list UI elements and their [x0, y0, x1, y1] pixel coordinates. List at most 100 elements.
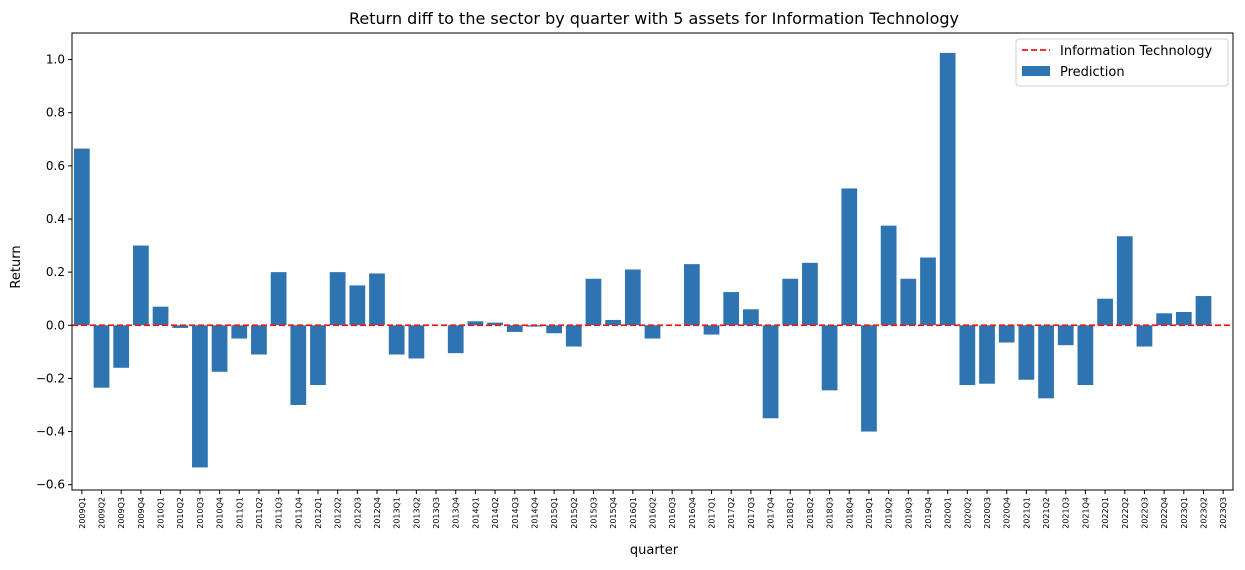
x-tick-label: 2013Q4: [452, 497, 461, 529]
bar-2021Q3: [1057, 325, 1074, 346]
bar-2019Q4: [920, 257, 936, 326]
bar-2017Q4: [762, 325, 779, 419]
bar-2015Q4: [605, 319, 622, 326]
bar-2018Q4: [841, 188, 858, 326]
y-tick-label: −0.4: [36, 425, 65, 439]
x-tick-label: 2009Q1: [78, 497, 87, 529]
bar-2021Q4: [1077, 325, 1094, 386]
x-tick-label: 2020Q2: [963, 497, 972, 529]
legend-reference-label: Information Technology: [1060, 44, 1213, 59]
x-tick-label: 2016Q1: [629, 497, 638, 529]
x-tick-label: 2011Q1: [235, 497, 244, 529]
bar-2018Q2: [802, 262, 818, 326]
y-ticks: −0.6 −0.4 −0.2 0.0 0.2 0.4 0.6 0.8 1.0: [36, 53, 72, 492]
x-tick-label: 2021Q4: [1081, 497, 1090, 529]
bar-2014Q2: [487, 322, 503, 326]
x-tick-label: 2010Q2: [176, 497, 185, 529]
x-tick-label: 2018Q3: [826, 497, 835, 529]
y-tick-label: 0.2: [46, 265, 65, 279]
bar-2022Q1: [1097, 298, 1113, 326]
bar-2023Q2: [1195, 296, 1212, 326]
bar-2009Q4: [133, 245, 149, 326]
x-tick-label: 2012Q3: [353, 497, 362, 529]
bar-2021Q1: [1018, 325, 1035, 380]
bar-2013Q1: [388, 325, 405, 355]
x-tick-label: 2015Q4: [609, 497, 618, 529]
x-tick-label: 2022Q4: [1160, 497, 1169, 529]
bar-2020Q4: [998, 325, 1015, 343]
bar-2016Q1: [624, 269, 641, 326]
bar-2015Q1: [546, 325, 562, 334]
x-tick-label: 2016Q3: [668, 497, 677, 529]
bar-2010Q1: [152, 306, 169, 326]
x-tick-label: 2018Q4: [845, 497, 854, 529]
x-tick-label: 2017Q2: [727, 497, 736, 529]
x-tick-label: 2016Q2: [649, 497, 658, 529]
x-tick-label: 2021Q1: [1022, 497, 1031, 529]
bar-2022Q2: [1116, 236, 1133, 326]
x-tick-label: 2023Q3: [1219, 497, 1228, 529]
bar-2013Q2: [408, 325, 425, 359]
x-tick-label: 2017Q3: [747, 497, 756, 529]
bar-2017Q2: [723, 292, 740, 326]
bar-2011Q4: [290, 325, 307, 405]
bar-2009Q3: [113, 325, 130, 368]
bar-2018Q3: [821, 325, 838, 391]
bar-2019Q2: [880, 225, 897, 326]
plot-frame: [71, 32, 1234, 491]
x-tick-label: 2017Q4: [767, 497, 776, 529]
y-tick-label: −0.2: [36, 371, 65, 385]
x-tick-label: 2021Q2: [1042, 497, 1051, 529]
x-tick-label: 2023Q1: [1180, 497, 1189, 529]
bar-2018Q1: [782, 278, 799, 326]
bar-2011Q2: [251, 325, 267, 355]
y-tick-label: 0.8: [46, 106, 65, 120]
x-tick-label: 2010Q1: [157, 497, 166, 529]
bar-2023Q1: [1175, 311, 1192, 326]
bar-2012Q1: [310, 325, 326, 386]
x-tick-label: 2019Q4: [924, 497, 933, 529]
bar-2019Q1: [861, 325, 877, 432]
bar-2012Q2: [329, 272, 346, 326]
bar-2012Q3: [349, 285, 366, 326]
bar-2021Q2: [1038, 325, 1054, 399]
x-tick-label: 2011Q2: [255, 497, 264, 529]
bar-2020Q2: [959, 325, 976, 386]
x-tick-label: 2020Q3: [983, 497, 992, 529]
x-tick-label: 2014Q3: [511, 497, 520, 529]
bar-2010Q4: [211, 325, 228, 372]
x-tick-label: 2014Q4: [530, 497, 539, 529]
bar-2016Q2: [644, 325, 661, 339]
bar-2011Q1: [231, 325, 248, 339]
y-tick-label: 0.6: [46, 159, 65, 173]
x-tick-label: 2016Q4: [688, 497, 697, 529]
x-tick-label: 2022Q1: [1101, 497, 1110, 529]
bars-group: [73, 52, 1212, 468]
x-tick-label: 2017Q1: [708, 497, 717, 529]
bar-2012Q4: [369, 273, 385, 326]
x-tick-label: 2019Q2: [885, 497, 894, 529]
bar-2014Q1: [467, 321, 484, 326]
bar-2015Q2: [565, 325, 582, 347]
x-tick-label: 2021Q3: [1062, 497, 1071, 529]
x-tick-label: 2023Q2: [1199, 497, 1208, 529]
x-tick-label: 2015Q1: [550, 497, 559, 529]
bar-2020Q3: [979, 325, 995, 384]
x-tick-label: 2012Q2: [334, 497, 343, 529]
legend-box: [1015, 38, 1229, 87]
x-tick-label: 2013Q2: [412, 497, 421, 529]
x-axis-label: quarter: [630, 543, 679, 558]
chart-title: Return diff to the sector by quarter wit…: [349, 9, 959, 28]
bar-2020Q1: [939, 52, 956, 326]
x-tick-label: 2018Q2: [806, 497, 815, 529]
x-tick-label: 2012Q1: [314, 497, 323, 529]
x-tick-label: 2009Q3: [117, 497, 126, 529]
x-tick-label: 2011Q4: [294, 497, 303, 529]
bar-2010Q3: [192, 325, 208, 468]
bar-2017Q1: [703, 325, 720, 335]
x-tick-label: 2011Q3: [275, 497, 284, 529]
x-tick-label: 2020Q4: [1003, 497, 1012, 529]
bar-2019Q3: [900, 278, 917, 326]
